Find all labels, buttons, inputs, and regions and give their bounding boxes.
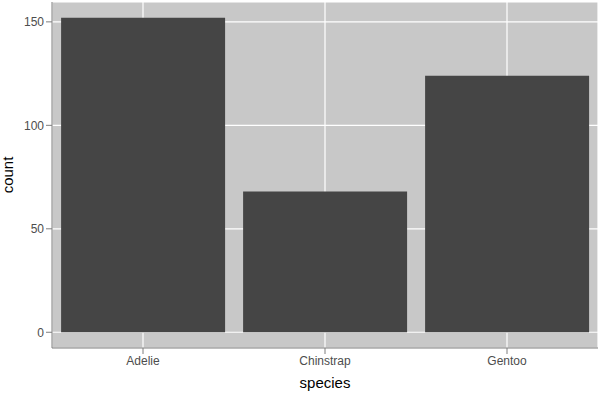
svg-text:150: 150 <box>24 15 44 29</box>
svg-text:count: count <box>8 156 16 194</box>
svg-text:0: 0 <box>37 326 44 340</box>
svg-text:Adelie: Adelie <box>126 354 160 368</box>
svg-text:species: species <box>300 374 351 391</box>
svg-text:Chinstrap: Chinstrap <box>299 354 351 368</box>
svg-text:100: 100 <box>24 119 44 133</box>
svg-text:50: 50 <box>31 222 45 236</box>
svg-text:Gentoo: Gentoo <box>487 354 527 368</box>
